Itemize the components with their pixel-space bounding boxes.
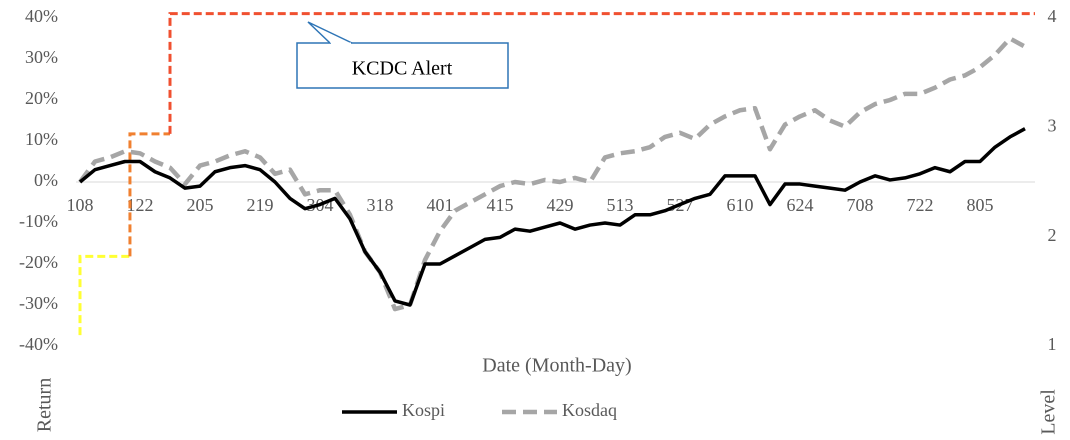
legend-label: Kosdaq <box>562 400 617 420</box>
y-tick-label: -20% <box>19 252 58 272</box>
y-tick-label: 20% <box>25 88 58 108</box>
level-step <box>168 12 1035 134</box>
x-tick-label: 205 <box>187 195 214 215</box>
x-tick-label: 429 <box>547 195 574 215</box>
x-tick-label: 318 <box>367 195 394 215</box>
x-tick-label: 219 <box>247 195 274 215</box>
series-line <box>78 127 1026 307</box>
level-step <box>78 254 130 336</box>
y-tick-label: 30% <box>25 47 58 67</box>
annotation: KCDC Alert <box>352 58 453 80</box>
y-axis-title: Return <box>34 378 56 432</box>
x-tick-label: 805 <box>967 195 994 215</box>
callout-pointer <box>307 21 353 44</box>
y2-tick-label: 3 <box>1048 115 1057 135</box>
x-tick-label: 610 <box>727 195 754 215</box>
x-tick-label: 513 <box>607 195 634 215</box>
y-tick-label: 40% <box>25 6 58 26</box>
x-tick-label: 401 <box>427 195 454 215</box>
level-step <box>128 132 170 257</box>
x-tick-label: 708 <box>847 195 874 215</box>
y2-tick-label: 2 <box>1048 225 1057 245</box>
y2-axis-title: Level <box>1038 389 1060 435</box>
x-tick-label: 415 <box>487 195 514 215</box>
x-axis-title: Date (Month-Day) <box>482 355 631 377</box>
y2-tick-label: 4 <box>1048 6 1057 26</box>
y-tick-label: 10% <box>25 129 58 149</box>
x-tick-label: 624 <box>787 195 814 215</box>
legend-label: Kospi <box>402 400 445 420</box>
y2-tick-label: 1 <box>1048 334 1057 354</box>
x-tick-label: 722 <box>907 195 934 215</box>
series-line <box>78 36 1027 312</box>
y-tick-label: -10% <box>19 211 58 231</box>
y-tick-label: 0% <box>34 170 58 190</box>
x-tick-label: 108 <box>67 195 94 215</box>
y-tick-label: -40% <box>19 334 58 354</box>
callout-box <box>296 42 509 89</box>
y-tick-label: -30% <box>19 293 58 313</box>
x-tick-label: 122 <box>127 195 154 215</box>
